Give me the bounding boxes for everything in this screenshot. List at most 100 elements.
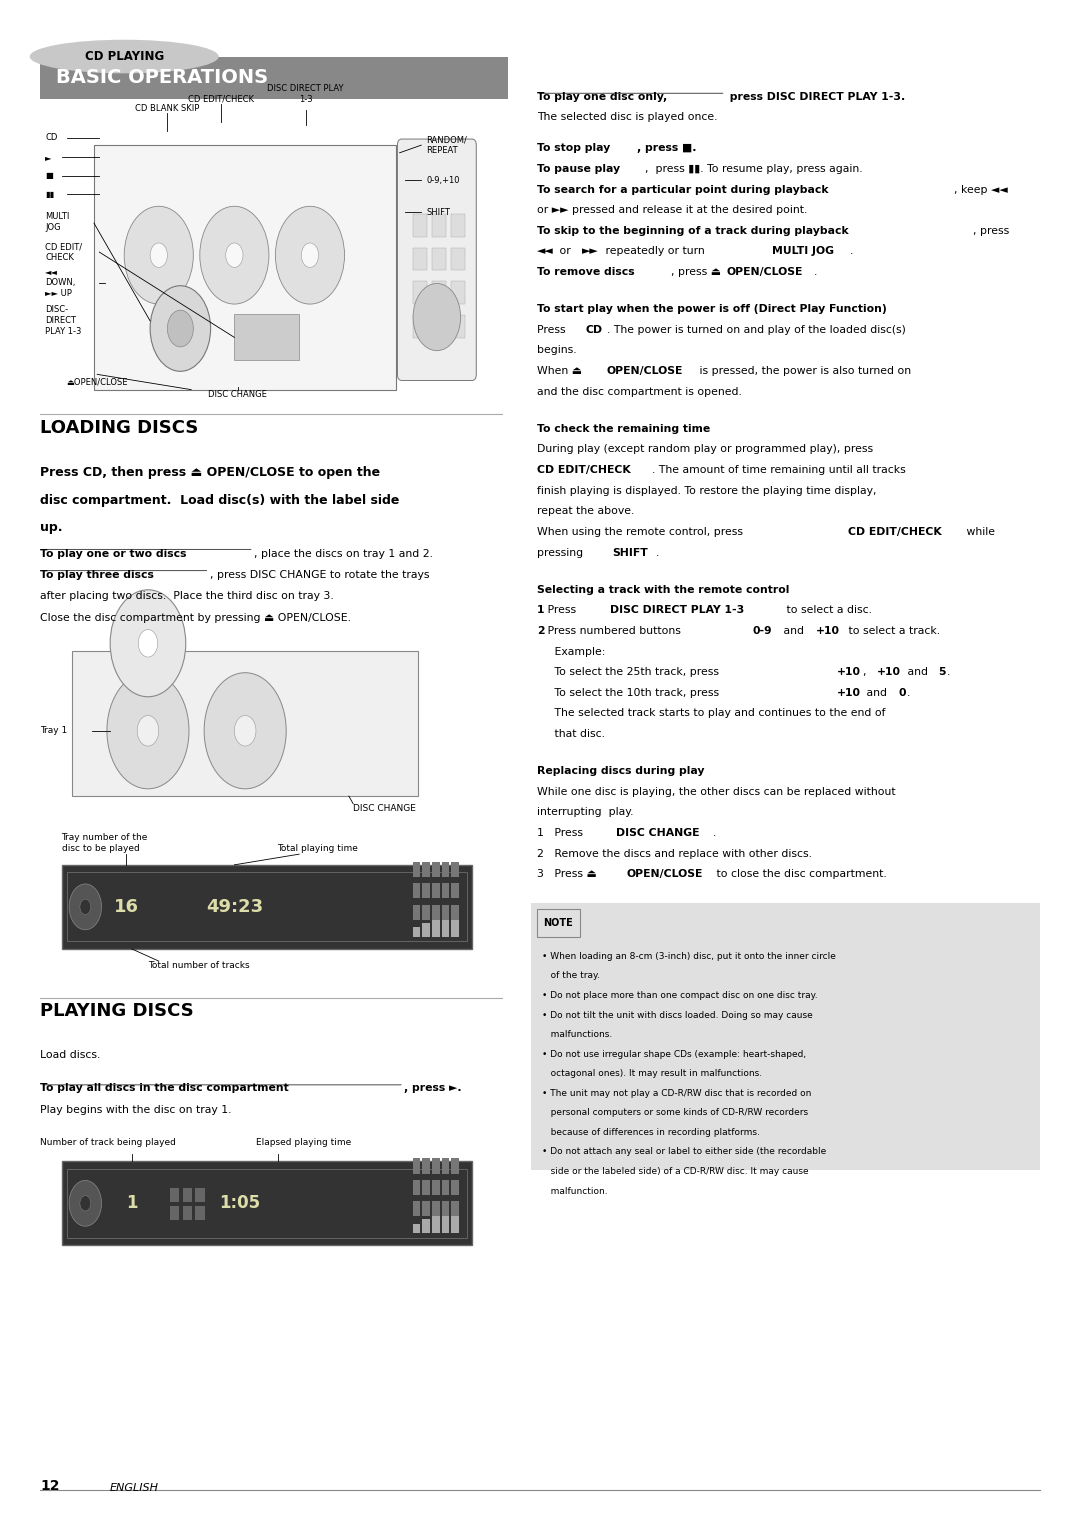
Bar [94,145,396,390]
Bar [413,281,427,304]
FancyBboxPatch shape [397,139,476,380]
Text: SHIFT: SHIFT [427,208,450,217]
Bar [432,918,440,937]
Bar [422,1201,430,1216]
Text: 0-9: 0-9 [753,626,772,636]
Text: Press numbered buttons: Press numbered buttons [537,626,684,636]
Text: Press: Press [537,605,579,616]
Text: 0: 0 [899,688,906,698]
Circle shape [124,206,193,304]
Bar [432,281,446,304]
Text: to select a disc.: to select a disc. [783,605,872,616]
Text: During play (except random play or programmed play), press: During play (except random play or progr… [537,445,873,454]
Bar [422,1158,430,1174]
Text: up.: up. [40,521,63,535]
Text: 2: 2 [537,626,544,636]
Circle shape [80,1196,91,1212]
Text: ►: ► [45,153,52,162]
Text: Tray number of the
disc to be played: Tray number of the disc to be played [62,833,148,853]
Bar [442,1210,449,1233]
Text: or ►► pressed and release it at the desired point.: or ►► pressed and release it at the desi… [537,205,807,215]
Text: of the tray.: of the tray. [542,972,600,981]
Text: pressing: pressing [537,547,586,558]
Text: To play one or two discs: To play one or two discs [40,549,187,559]
Text: Tray 1: Tray 1 [40,726,67,735]
Text: , press ►.: , press ►. [404,1083,461,1094]
Circle shape [226,243,243,267]
Text: malfunctions.: malfunctions. [542,1030,612,1039]
Circle shape [150,286,211,371]
Bar [413,905,420,920]
Text: .: . [656,547,659,558]
Circle shape [301,243,319,267]
Text: +10: +10 [815,626,839,636]
Text: repeatedly or turn: repeatedly or turn [602,246,707,257]
Text: SHIFT: SHIFT [612,547,648,558]
Text: finish playing is displayed. To restore the playing time display,: finish playing is displayed. To restore … [537,486,876,495]
Text: • Do not place more than one compact disc on one disc tray.: • Do not place more than one compact dis… [542,992,818,999]
Text: Press: Press [537,325,569,335]
Bar [40,57,508,99]
Text: Selecting a track with the remote control: Selecting a track with the remote contro… [537,585,789,594]
Text: RANDOM/
REPEAT: RANDOM/ REPEAT [427,134,468,156]
Text: personal computers or some kinds of CD-R/RW recorders: personal computers or some kinds of CD-R… [542,1108,808,1117]
Text: +10: +10 [877,668,901,677]
Text: ◄◄
DOWN,
►► UP: ◄◄ DOWN, ►► UP [45,267,76,298]
Text: ◄◄: ◄◄ [537,246,554,257]
Text: CD EDIT/CHECK: CD EDIT/CHECK [848,527,942,536]
Text: • Do not tilt the unit with discs loaded. Doing so may cause: • Do not tilt the unit with discs loaded… [542,1010,813,1019]
Text: , place the discs on tray 1 and 2.: , place the discs on tray 1 and 2. [254,549,433,559]
Text: 12: 12 [40,1479,59,1493]
Circle shape [150,243,167,267]
Bar [451,281,465,304]
Text: is pressed, the power is also turned on: is pressed, the power is also turned on [696,367,910,376]
Bar [451,883,459,898]
Text: To check the remaining time: To check the remaining time [537,423,710,434]
Text: press DISC DIRECT PLAY 1-3.: press DISC DIRECT PLAY 1-3. [726,92,905,102]
Text: , press DISC CHANGE to rotate the trays: , press DISC CHANGE to rotate the trays [210,570,429,581]
Bar [451,1206,459,1233]
Text: CD EDIT/CHECK: CD EDIT/CHECK [188,95,255,104]
Text: , keep ◄◄: , keep ◄◄ [954,185,1008,194]
Text: or: or [556,246,575,257]
Text: 1: 1 [537,605,544,616]
Text: To skip to the beginning of a track during playback: To skip to the beginning of a track duri… [537,226,849,235]
Text: • The unit may not play a CD-R/RW disc that is recorded on: • The unit may not play a CD-R/RW disc t… [542,1089,811,1097]
Text: While one disc is playing, the other discs can be replaced without: While one disc is playing, the other dis… [537,787,895,796]
Text: • Do not use irregular shape CDs (example: heart-shaped,: • Do not use irregular shape CDs (exampl… [542,1050,807,1059]
Text: CD EDIT/CHECK: CD EDIT/CHECK [537,465,631,475]
Text: To play all discs in the disc compartment: To play all discs in the disc compartmen… [40,1083,288,1094]
Bar [413,1224,420,1233]
Text: Replacing discs during play: Replacing discs during play [537,766,704,776]
Bar [413,1180,420,1195]
Bar [451,248,465,270]
Text: ,: , [863,668,869,677]
Text: • Do not attach any seal or label to either side (the recordable: • Do not attach any seal or label to eit… [542,1148,826,1157]
Text: 16: 16 [113,898,139,915]
Text: 49:23: 49:23 [206,898,262,915]
Text: PLAYING DISCS: PLAYING DISCS [40,1002,193,1021]
Text: To remove discs: To remove discs [537,267,634,277]
Circle shape [107,672,189,788]
Text: CD PLAYING: CD PLAYING [84,50,164,63]
Text: MULTI
JOG: MULTI JOG [45,211,70,232]
Text: that disc.: that disc. [537,729,605,740]
Bar [442,1158,449,1174]
Text: Total number of tracks: Total number of tracks [148,961,249,970]
Text: , press ⏏: , press ⏏ [671,267,725,277]
Text: +10: +10 [837,668,861,677]
Text: When ⏏: When ⏏ [537,367,585,376]
Text: malfunction.: malfunction. [542,1187,608,1195]
Circle shape [200,206,269,304]
Text: To select the 25th track, press: To select the 25th track, press [537,668,723,677]
Bar [72,651,418,796]
Text: disc compartment.  Load disc(s) with the label side: disc compartment. Load disc(s) with the … [40,494,400,507]
Text: . The power is turned on and play of the loaded disc(s): . The power is turned on and play of the… [607,325,906,335]
Text: LOADING DISCS: LOADING DISCS [40,419,199,437]
Text: • When loading an 8-cm (3-inch) disc, put it onto the inner circle: • When loading an 8-cm (3-inch) disc, pu… [542,952,836,961]
Bar [183,1207,192,1221]
Text: Press CD, then press ⏏ OPEN/CLOSE to open the: Press CD, then press ⏏ OPEN/CLOSE to ope… [40,466,380,480]
Text: Close the disc compartment by pressing ⏏ OPEN/CLOSE.: Close the disc compartment by pressing ⏏… [40,613,351,623]
Text: ENGLISH: ENGLISH [110,1482,159,1493]
Text: and: and [904,668,931,677]
